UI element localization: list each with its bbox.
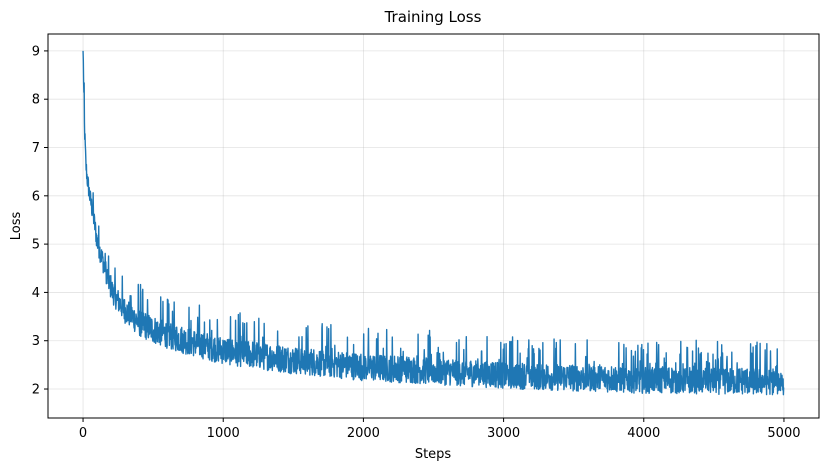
y-tick-label: 5	[32, 238, 40, 253]
y-tick-label: 2	[32, 383, 40, 398]
y-axis-label: Loss	[9, 212, 24, 241]
x-tick-label: 4000	[627, 426, 660, 441]
loss-series-line	[82, 50, 785, 396]
y-tick-label: 7	[32, 141, 40, 156]
grid	[48, 34, 819, 418]
y-tick-label: 8	[32, 93, 40, 108]
x-tick-label: 2000	[347, 426, 380, 441]
series-layer	[82, 50, 785, 396]
x-tick-label: 1000	[207, 426, 240, 441]
x-axis-ticks: 0 1000 2000 3000 4000 5000	[79, 418, 801, 441]
chart-title: Training Loss	[384, 8, 482, 26]
x-tick-label: 5000	[767, 426, 800, 441]
plot-background	[48, 34, 819, 418]
y-tick-label: 9	[32, 44, 40, 59]
x-axis-label: Steps	[415, 447, 452, 462]
y-tick-label: 3	[32, 334, 40, 349]
x-tick-label: 3000	[487, 426, 520, 441]
y-tick-label: 6	[32, 189, 40, 204]
y-tick-label: 4	[32, 286, 40, 301]
y-axis-ticks: 2 3 4 5 6 7 8 9	[32, 44, 48, 398]
plot-frame	[47, 33, 820, 419]
x-tick-label: 0	[79, 426, 87, 441]
